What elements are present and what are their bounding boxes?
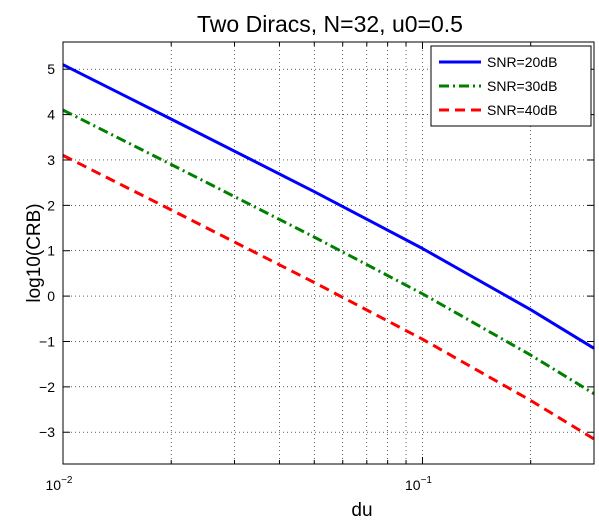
y-tick-label: 3 <box>47 152 55 168</box>
series-line-SNR=30dB <box>62 108 595 395</box>
x-tick-label: 10−1 <box>405 475 432 493</box>
legend-label: SNR=30dB <box>487 78 557 94</box>
x-tick-label: 10−2 <box>46 475 73 493</box>
legend-label: SNR=40dB <box>487 102 557 118</box>
y-tick-label: −2 <box>39 379 55 395</box>
series-line-SNR=20dB <box>62 63 595 350</box>
y-tick-label: 0 <box>47 288 55 304</box>
legend: SNR=20dB SNR=30dB SNR=40dB <box>430 45 592 127</box>
series-line-SNR=40dB <box>62 154 595 441</box>
series-layer <box>62 63 595 441</box>
grid-layer <box>63 42 594 464</box>
chart-title: Two Diracs, N=32, u0=0.5 <box>197 11 463 37</box>
y-tick-label: −3 <box>39 424 55 440</box>
y-tick-label: 4 <box>47 107 55 123</box>
legend-label: SNR=20dB <box>487 54 557 70</box>
tick-layer: 10−2 10−1 −3 −2 −1 0 1 2 3 4 5 <box>39 42 595 493</box>
legend-box <box>430 45 592 127</box>
y-tick-label: 1 <box>47 243 55 259</box>
y-tick-label: 5 <box>47 61 55 77</box>
y-tick-label: 2 <box>47 197 55 213</box>
y-axis-label: log10(CRB) <box>24 203 45 302</box>
y-tick-label: −1 <box>39 333 55 349</box>
plot-area <box>62 41 595 465</box>
x-axis-label: du <box>351 500 372 521</box>
